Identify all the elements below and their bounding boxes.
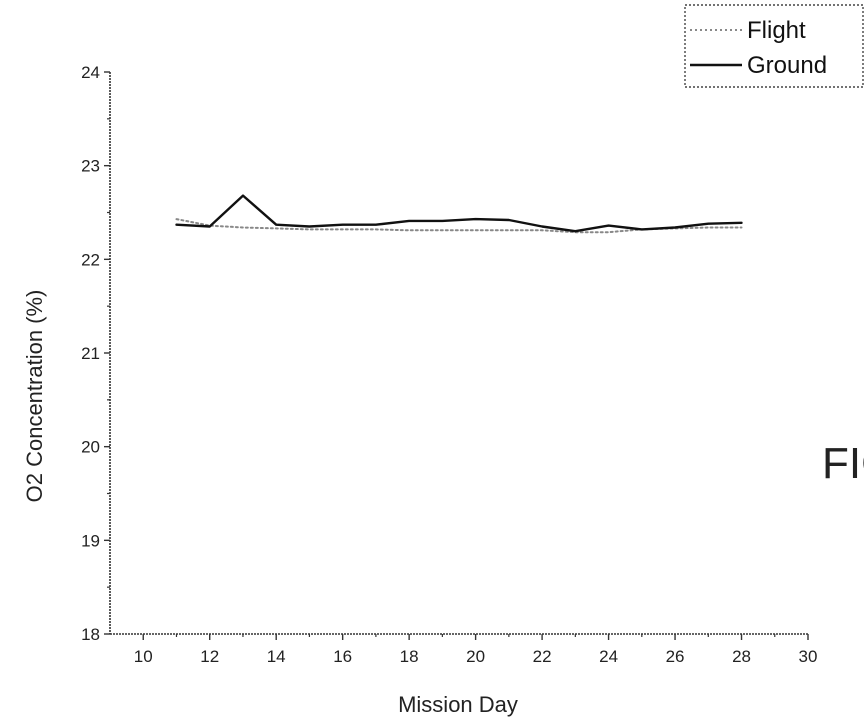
x-tick-label: 20 [466, 647, 485, 666]
x-tick-label: 30 [799, 647, 818, 666]
y-tick-label: 19 [81, 531, 100, 550]
y-axis-title: O2 Concentration (%) [22, 290, 47, 503]
chart-axes: 18 19 20 21 22 23 24 10 12 14 16 18 20 22 24 26 28 30 [81, 63, 817, 666]
y-tick-label: 20 [81, 438, 100, 457]
x-axis-title: Mission Day [398, 692, 518, 717]
y-tick-label: 18 [81, 625, 100, 644]
x-tick-label: 14 [267, 647, 286, 666]
x-tick-label: 18 [400, 647, 419, 666]
y-tick-label: 23 [81, 157, 100, 176]
legend-box [684, 4, 864, 88]
legend-label-flight: Flight [747, 17, 806, 44]
y-tick-label: 24 [81, 63, 100, 82]
x-tick-label: 24 [599, 647, 618, 666]
figure-label: FIG [822, 439, 864, 488]
x-tick-label: 22 [533, 647, 552, 666]
y-tick-label: 21 [81, 344, 100, 363]
chart-series [175, 194, 743, 234]
x-tick-label: 12 [200, 647, 219, 666]
x-tick-label: 26 [666, 647, 685, 666]
x-tick-label: 10 [134, 647, 153, 666]
legend-label-ground: Ground [747, 52, 827, 79]
series-line-ground [175, 194, 743, 233]
x-tick-label: 16 [333, 647, 352, 666]
y-tick-label: 22 [81, 250, 100, 269]
x-tick-label: 28 [732, 647, 751, 666]
legend: Flight Ground [684, 4, 864, 88]
